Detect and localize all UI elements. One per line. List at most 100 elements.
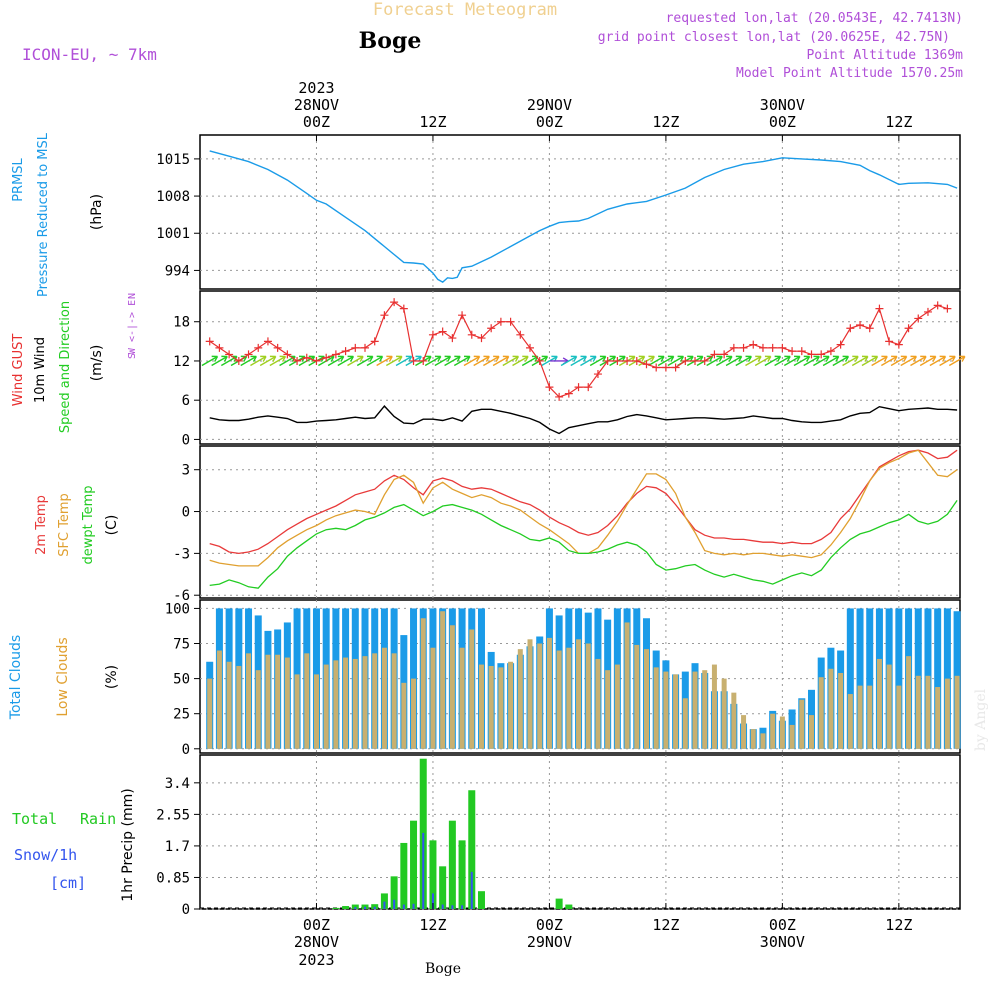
arrow-shaft xyxy=(910,355,927,367)
gust-marker xyxy=(273,343,282,352)
arrow-head xyxy=(774,355,782,362)
gust-marker xyxy=(322,353,331,362)
gust-marker xyxy=(681,356,690,365)
low-cloud-bar xyxy=(362,656,368,749)
low-cloud-bar xyxy=(372,653,378,749)
wind-frame xyxy=(199,290,961,445)
temperature-panel: -6 -3 0 3 xyxy=(173,445,961,604)
rain-bar xyxy=(351,904,359,909)
model-label: ICON-EU, ~ 7km xyxy=(22,45,157,64)
gust-marker xyxy=(516,330,525,339)
total-cloud-bar xyxy=(856,608,864,749)
y-tick-label: 6 xyxy=(182,393,190,409)
time-label-top: 12Z xyxy=(652,113,679,131)
grid-point-coords: grid point closest lon,lat (20.0625E, 42… xyxy=(598,30,950,45)
low-cloud-bar xyxy=(954,675,960,749)
wind-direction-arrow xyxy=(783,355,801,367)
gust-marker xyxy=(205,337,214,346)
arrow-head xyxy=(570,355,578,362)
arrow-shaft xyxy=(250,355,267,367)
wind-direction-arrow xyxy=(347,355,364,367)
wind-direction-arrow xyxy=(832,355,850,367)
arrow-head xyxy=(735,355,743,362)
gust-marker xyxy=(933,301,942,310)
y-tick-label: 18 xyxy=(173,315,190,331)
wind-direction-arrow xyxy=(754,355,772,367)
wind-direction-arrow xyxy=(483,355,500,367)
wind-direction-arrow xyxy=(580,355,597,367)
low-cloud-bar xyxy=(556,650,562,749)
gust-marker xyxy=(370,337,379,346)
wind-direction-arrow xyxy=(939,355,956,367)
wind-direction-arrow xyxy=(337,355,355,367)
panel2-labels: Wind GUST 10m Wind Speed and Direction (… xyxy=(11,293,138,433)
wind-direction-arrow xyxy=(327,355,345,367)
low-cloud-bar xyxy=(634,644,640,749)
low-cloud-bar xyxy=(459,647,465,749)
arrow-head xyxy=(454,355,461,362)
arrow-shaft xyxy=(473,355,490,367)
panel1-labels: PRMSL Pressure Reduced to MSL (hPa) xyxy=(11,132,105,297)
rain-bar xyxy=(565,904,573,909)
y-tick-label: 12 xyxy=(173,354,190,370)
arrow-head xyxy=(580,355,587,362)
arrow-head xyxy=(512,355,520,362)
wind-direction-arrow xyxy=(715,355,733,367)
y-tick-label: 994 xyxy=(165,263,190,279)
rain-bar xyxy=(342,906,350,909)
arrow-shaft xyxy=(725,355,742,367)
arrow-head xyxy=(755,355,762,362)
low-cloud-bar xyxy=(566,647,572,749)
arrow-shaft xyxy=(434,355,451,367)
arrow-head xyxy=(493,355,500,362)
gust-marker xyxy=(399,304,408,313)
low-cloud-bar xyxy=(469,629,475,749)
requested-coords: requested lon,lat (20.0543E, 42.7413N) xyxy=(666,11,963,26)
total-cloud-bar xyxy=(846,608,854,749)
pressure-panel: 994 1001 1008 1015 xyxy=(156,134,961,290)
low-cloud-bar xyxy=(944,678,950,749)
arrow-shaft xyxy=(366,355,383,367)
snow-bar xyxy=(461,905,464,909)
arrow-head xyxy=(823,355,830,362)
arrow-head xyxy=(221,355,228,362)
arrow-head xyxy=(386,355,393,362)
wind-speed-line xyxy=(209,405,958,435)
snow-bar xyxy=(402,904,405,909)
arrow-head xyxy=(764,355,772,362)
arrow-shaft xyxy=(337,355,354,367)
arrow-shaft xyxy=(211,355,228,367)
low-cloud-bar xyxy=(207,678,213,749)
wind-direction-arrow xyxy=(366,355,384,367)
low-cloud-bar xyxy=(333,660,339,749)
low-cloud-bar xyxy=(391,653,397,749)
arrow-shaft xyxy=(783,355,801,367)
arrow-head xyxy=(832,355,840,362)
panel5-labels: Total Rain Snow/1h [cm] 1hr Precip (mm) xyxy=(12,788,136,901)
low-cloud-bar xyxy=(896,685,902,749)
arrow-shaft xyxy=(657,355,675,367)
y-tick-label: 1015 xyxy=(156,152,190,168)
low-cloud-bar xyxy=(808,715,814,749)
arrow-shaft xyxy=(832,355,849,367)
wind-direction-arrow xyxy=(463,355,481,367)
low-cloud-bar xyxy=(663,671,669,749)
low-cloud-bar xyxy=(498,667,504,749)
low-cloud-bar xyxy=(711,664,717,749)
arrow-shaft xyxy=(541,355,558,367)
arrow-shaft xyxy=(871,355,888,367)
low-cloud-bar xyxy=(818,677,824,749)
low-cloud-bar xyxy=(731,692,737,749)
wind-direction-arrow xyxy=(201,355,219,367)
pressure-frame xyxy=(199,134,961,290)
low-cloud-bar xyxy=(576,639,582,749)
y-tick-label: 0.85 xyxy=(156,870,190,886)
gust-marker xyxy=(710,350,719,359)
gust-marker xyxy=(749,340,758,349)
arrow-head xyxy=(473,355,481,362)
compass-n: N xyxy=(127,293,138,299)
low-cloud-bar xyxy=(692,671,698,749)
arrow-shaft xyxy=(463,355,480,367)
precip-panel: 0 0.85 1.7 2.55 3.4 xyxy=(156,754,961,918)
